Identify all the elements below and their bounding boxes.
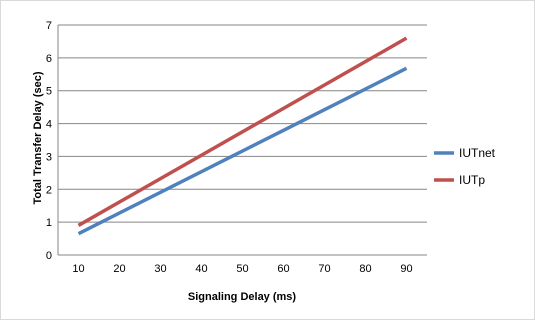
x-tick-label: 70 bbox=[318, 263, 330, 275]
series-line-iutp bbox=[77, 36, 408, 227]
y-tick-label: 7 bbox=[46, 20, 52, 32]
x-tick-label: 40 bbox=[195, 263, 207, 275]
gridlines bbox=[58, 24, 427, 223]
x-tick-label: 60 bbox=[277, 263, 289, 275]
y-tick-label: 1 bbox=[46, 217, 52, 229]
series-lines bbox=[77, 36, 408, 236]
legend-label-iutnet: IUTnet bbox=[459, 146, 496, 160]
series-line-iutnet bbox=[77, 66, 408, 236]
y-tick-label: 4 bbox=[46, 119, 52, 131]
x-tick-label: 30 bbox=[154, 263, 166, 275]
y-tick-label: 3 bbox=[46, 151, 52, 163]
legend-label-iutp: IUTp bbox=[459, 173, 485, 187]
axes bbox=[57, 25, 427, 256]
y-tick-label: 5 bbox=[46, 86, 52, 98]
y-tick-label: 6 bbox=[46, 53, 52, 65]
x-tick-label: 50 bbox=[236, 263, 248, 275]
x-axis-title: Signaling Delay (ms) bbox=[188, 291, 297, 303]
x-tick-label: 10 bbox=[72, 263, 84, 275]
x-tick-label: 90 bbox=[400, 263, 412, 275]
x-tick-label: 20 bbox=[113, 263, 125, 275]
y-tick-label: 0 bbox=[46, 250, 52, 262]
y-axis-title: Total Transfer Delay (sec) bbox=[32, 71, 44, 204]
x-tick-label: 80 bbox=[359, 263, 371, 275]
legend: IUTnet IUTp bbox=[434, 146, 496, 187]
tick-labels: 0 1 2 3 4 5 6 7 10 20 30 40 50 60 70 80 90 bbox=[46, 20, 413, 275]
y-tick-label: 2 bbox=[46, 184, 52, 196]
